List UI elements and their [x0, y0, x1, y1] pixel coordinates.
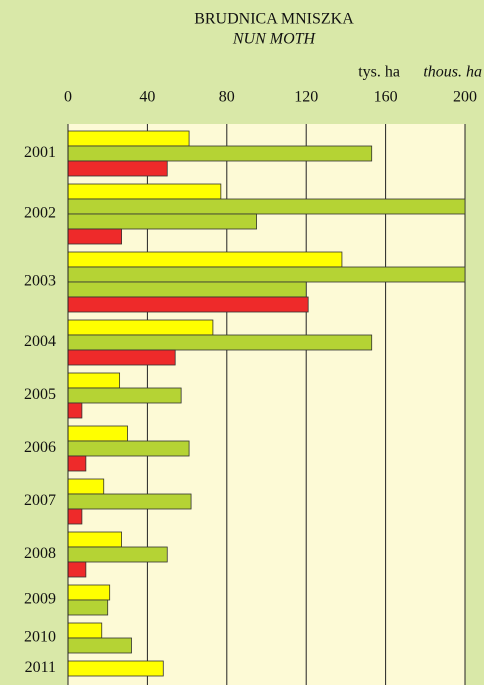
chart-subtitle: NUN MOTH	[232, 31, 317, 48]
bar	[67, 251, 343, 268]
y-tick-label: 2009	[24, 591, 56, 608]
bar	[67, 145, 373, 162]
x-tick-label: 80	[219, 89, 235, 106]
y-tick-label: 2005	[24, 386, 56, 403]
x-tick-label: 120	[294, 89, 318, 106]
unit-label: tys. ha	[358, 64, 400, 81]
bar	[67, 130, 190, 147]
bar	[67, 387, 182, 404]
bar	[67, 213, 257, 230]
bar	[67, 493, 192, 510]
y-tick-label: 2008	[24, 545, 56, 562]
bar	[67, 349, 176, 366]
y-tick-label: 2002	[24, 205, 56, 222]
y-tick-label: 2007	[24, 492, 56, 509]
bar	[67, 561, 87, 578]
bar	[67, 637, 132, 654]
bar	[67, 228, 122, 245]
y-tick-label: 2011	[25, 659, 56, 676]
bar	[67, 281, 307, 298]
bar	[67, 402, 83, 419]
x-tick-label: 40	[139, 89, 155, 106]
bar	[67, 372, 121, 389]
x-tick-label: 160	[374, 89, 398, 106]
bar	[67, 296, 309, 313]
bar	[67, 599, 109, 616]
y-tick-label: 2003	[24, 273, 56, 290]
bar	[67, 478, 105, 495]
bar	[67, 266, 466, 283]
bar	[67, 160, 168, 177]
bar	[67, 455, 87, 472]
x-tick-label: 200	[453, 89, 477, 106]
bar	[67, 622, 103, 639]
bar	[67, 584, 111, 601]
bar	[67, 440, 190, 457]
bar	[67, 334, 373, 351]
chart-title: BRUDNICA MNISZKA	[194, 11, 354, 28]
bar	[67, 531, 122, 548]
y-tick-label: 2006	[24, 439, 56, 456]
y-tick-label: 2010	[24, 629, 56, 646]
y-tick-label: 2004	[24, 333, 56, 350]
bar	[67, 198, 466, 215]
bar	[67, 660, 164, 677]
bar	[67, 425, 128, 442]
y-tick-label: 2001	[24, 144, 56, 161]
bar	[67, 183, 222, 200]
x-tick-label: 0	[64, 89, 72, 106]
bar	[67, 546, 168, 563]
bar	[67, 319, 214, 336]
unit-label-en: thous. ha	[423, 64, 482, 81]
bar	[67, 508, 83, 525]
